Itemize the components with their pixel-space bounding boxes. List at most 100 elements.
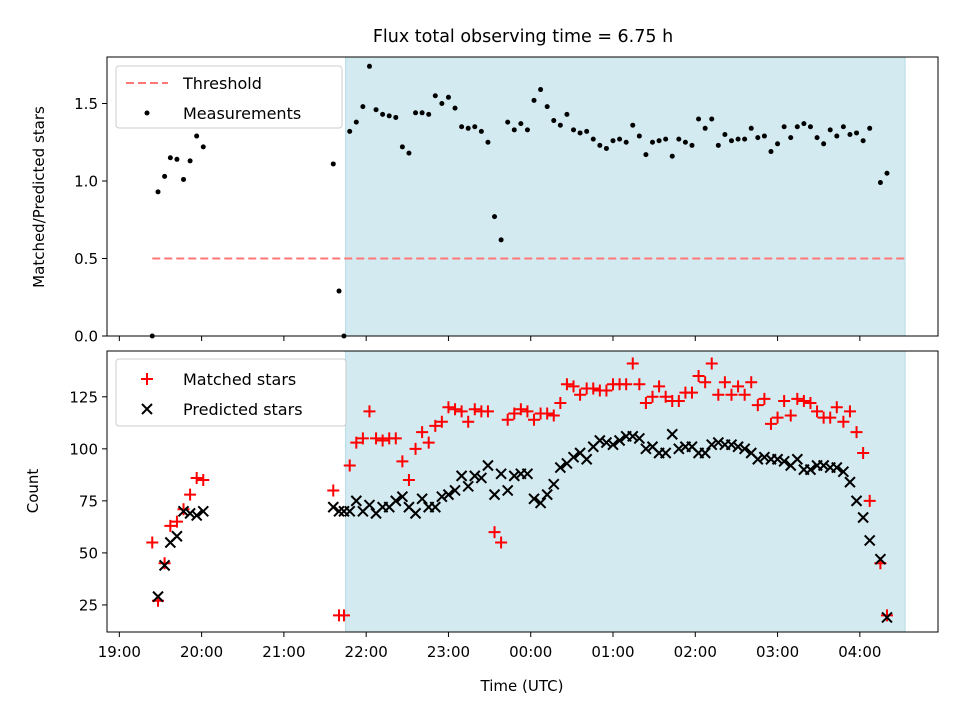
matched-star-point: [837, 415, 850, 428]
legend-measurements-label: Measurements: [183, 104, 301, 123]
legend-measurements-swatch: [144, 110, 150, 116]
measurement-point: [643, 152, 649, 158]
matched-star-point: [758, 392, 771, 405]
measurement-point: [538, 87, 544, 93]
predicted-star-point: [857, 511, 869, 524]
measurement-point: [807, 124, 813, 130]
measurement-point: [353, 119, 359, 125]
predicted-stars-points: [152, 428, 893, 624]
predicted-star-point: [488, 488, 501, 501]
matched-star-point: [771, 411, 784, 424]
bottom-y-tick-label: 25: [79, 596, 98, 614]
matched-star-point: [184, 488, 197, 501]
measurement-point: [459, 124, 465, 130]
measurement-point: [181, 176, 187, 182]
measurement-point: [155, 189, 161, 195]
measurement-point: [194, 133, 200, 139]
predicted-star-point: [712, 436, 725, 449]
bottom-panel: 25 50 75 100 125 19:00 20:00 21:00 22:00 23:00 00…: [24, 350, 939, 695]
predicted-star-point: [844, 476, 856, 488]
x-axis-label: Time (UTC): [480, 677, 564, 695]
matched-star-point: [587, 382, 600, 395]
matched-star-point: [468, 403, 481, 416]
predicted-star-point: [482, 459, 494, 472]
predicted-star-point: [864, 534, 876, 547]
top-y-axis-label: Matched/Predicted stars: [30, 106, 48, 288]
matched-star-point: [164, 519, 177, 532]
measurement-point: [584, 128, 590, 134]
measurement-point: [360, 104, 366, 110]
measurement-point: [465, 125, 471, 131]
matched-star-point: [541, 407, 554, 420]
bottom-x-tick-label: 20:00: [180, 643, 223, 661]
matched-star-point: [857, 446, 870, 459]
top-y-tick-label: 1.0: [74, 173, 98, 191]
matched-star-point: [508, 407, 521, 420]
predicted-star-point: [158, 559, 171, 572]
matched-star-point: [396, 455, 409, 468]
predicted-star-point: [521, 468, 534, 480]
matched-star-point: [738, 388, 751, 401]
measurement-point: [617, 136, 623, 142]
predicted-star-point: [469, 470, 481, 482]
chart-title: Flux total observing time = 6.75 h: [373, 27, 673, 47]
matched-star-point: [389, 432, 402, 445]
predicted-star-point: [613, 434, 626, 447]
bottom-x-tick-label: 22:00: [345, 643, 388, 661]
predicted-star-point: [475, 472, 488, 484]
matched-star-point: [521, 405, 534, 418]
predicted-star-point: [390, 495, 402, 507]
measurement-point: [884, 170, 890, 176]
predicted-star-point: [528, 493, 540, 505]
matched-star-point: [764, 417, 777, 430]
predicted-star-point: [791, 453, 804, 465]
predicted-star-point: [449, 484, 461, 497]
matched-star-point: [620, 378, 633, 391]
matched-star-point: [718, 376, 731, 389]
predicted-star-point: [350, 495, 363, 507]
matched-star-point: [528, 413, 541, 426]
predicted-star-point: [177, 505, 190, 517]
bottom-x-axis: 19:00 20:00 21:00 22:00 23:00 00:00 01:00 02:00…: [98, 632, 881, 661]
legend-threshold-label: Threshold: [182, 74, 262, 93]
bottom-x-tick-label: 21:00: [262, 643, 305, 661]
bottom-x-tick-label: 04:00: [838, 643, 881, 661]
measurement-point: [200, 144, 206, 150]
bottom-x-tick-label: 00:00: [509, 643, 552, 661]
measurement-point: [439, 101, 445, 106]
measurement-point: [571, 127, 577, 133]
measurement-point: [551, 118, 557, 124]
measurement-point: [577, 130, 583, 136]
matched-stars-points: [146, 357, 893, 622]
measurement-point: [187, 158, 193, 164]
predicted-star-point: [171, 530, 183, 542]
matched-star-point: [880, 609, 893, 622]
matched-star-point: [705, 357, 718, 370]
bottom-y-tick-label: 125: [69, 388, 98, 406]
measurement-point: [413, 110, 419, 116]
matched-star-point: [356, 432, 369, 445]
measurement-point: [518, 121, 524, 127]
predicted-star-point: [752, 453, 764, 465]
matched-star-point: [804, 397, 817, 410]
measurement-point: [755, 135, 761, 141]
matched-star-point: [170, 515, 183, 528]
matched-star-point: [725, 388, 738, 401]
measurement-point: [492, 214, 498, 220]
matched-star-point: [481, 405, 494, 418]
predicted-star-point: [659, 447, 672, 459]
predicted-star-point: [850, 495, 863, 507]
predicted-star-point: [495, 468, 507, 480]
legend-matched-swatch: [141, 373, 153, 385]
matched-star-point: [376, 434, 389, 447]
measurement-point: [794, 124, 800, 130]
measurement-point: [696, 116, 702, 122]
matched-star-point: [146, 536, 159, 549]
matched-star-point: [547, 409, 560, 422]
matched-star-point: [560, 378, 573, 391]
legend-predicted-label: Predicted stars: [183, 400, 303, 419]
matched-star-point: [402, 474, 415, 487]
measurement-point: [167, 155, 173, 161]
measurement-point: [330, 161, 336, 167]
